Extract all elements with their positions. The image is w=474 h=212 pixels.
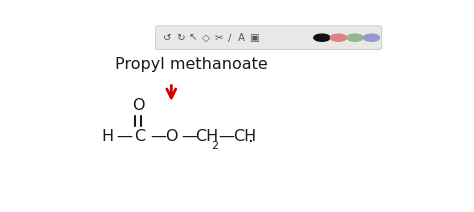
Text: —: — — [218, 129, 234, 144]
Text: —: — — [181, 129, 197, 144]
Text: ▣: ▣ — [249, 33, 259, 43]
Text: CH: CH — [195, 129, 219, 144]
Text: ↺: ↺ — [163, 33, 172, 43]
Circle shape — [330, 34, 346, 41]
Text: H: H — [101, 129, 114, 144]
Text: C: C — [135, 129, 146, 144]
Text: O: O — [165, 129, 178, 144]
Text: .: . — [248, 127, 254, 146]
Text: CH: CH — [233, 129, 256, 144]
Text: ∕: ∕ — [228, 33, 232, 43]
Circle shape — [314, 34, 330, 41]
FancyBboxPatch shape — [155, 26, 382, 50]
Text: 2: 2 — [211, 141, 218, 151]
Text: O: O — [132, 98, 145, 113]
Text: A: A — [237, 33, 245, 43]
Circle shape — [347, 34, 363, 41]
Text: Propyl methanoate: Propyl methanoate — [115, 57, 268, 72]
Text: ↖: ↖ — [189, 33, 198, 43]
Text: ✂: ✂ — [215, 33, 223, 43]
Circle shape — [364, 34, 380, 41]
Text: ◇: ◇ — [202, 33, 210, 43]
Text: —: — — [116, 129, 132, 144]
Text: —: — — [150, 129, 166, 144]
Text: ↻: ↻ — [176, 33, 185, 43]
